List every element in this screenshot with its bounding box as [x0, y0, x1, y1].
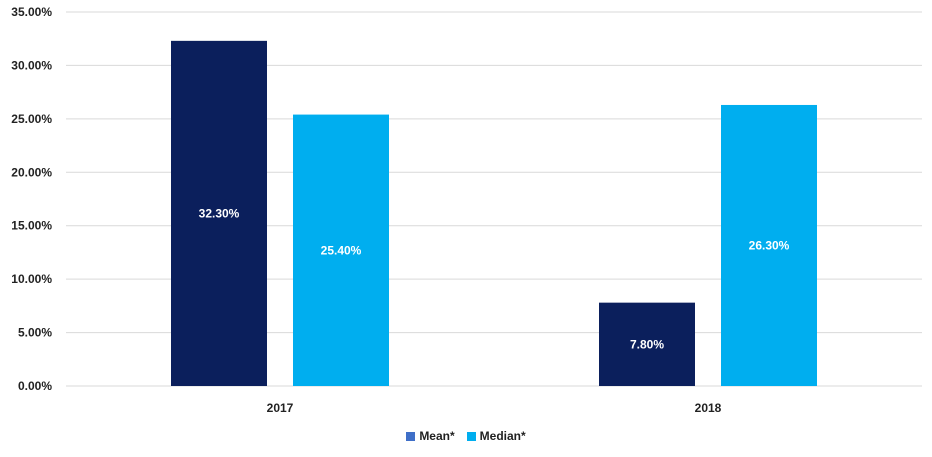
x-axis: 2017 2018 — [267, 401, 722, 415]
bars: 32.30% 25.40% 7.80% 26.30% — [171, 40, 817, 387]
legend-label-median: Median* — [479, 429, 526, 443]
y-tick-label: 25.00% — [11, 112, 52, 126]
y-tick-label: 5.00% — [18, 326, 52, 340]
legend-item-mean: Mean* — [406, 429, 455, 443]
bar-median-2018 — [721, 104, 817, 387]
legend-swatch-median — [466, 431, 476, 441]
y-tick-label: 20.00% — [11, 165, 52, 179]
y-axis: 0.00% 5.00% 10.00% 15.00% 20.00% 25.00% 30.00%… — [11, 5, 52, 393]
x-tick-label: 2017 — [267, 401, 294, 415]
legend: Mean* Median* — [0, 429, 932, 443]
data-label: 32.30% — [199, 206, 240, 220]
data-label: 26.30% — [749, 238, 790, 252]
data-label: 25.40% — [321, 243, 362, 257]
legend-item-median: Median* — [466, 429, 526, 443]
data-label: 7.80% — [630, 337, 664, 351]
bar-mean-2017 — [171, 40, 267, 386]
y-tick-label: 10.00% — [11, 272, 52, 286]
x-tick-label: 2018 — [695, 401, 722, 415]
bar-median-2017 — [293, 114, 389, 386]
y-tick-label: 35.00% — [11, 5, 52, 19]
y-tick-label: 15.00% — [11, 219, 52, 233]
legend-swatch-mean — [406, 431, 416, 441]
bar-mean-2018 — [599, 302, 695, 386]
legend-label-mean: Mean* — [419, 429, 455, 443]
y-tick-label: 0.00% — [18, 379, 52, 393]
y-tick-label: 30.00% — [11, 58, 52, 72]
